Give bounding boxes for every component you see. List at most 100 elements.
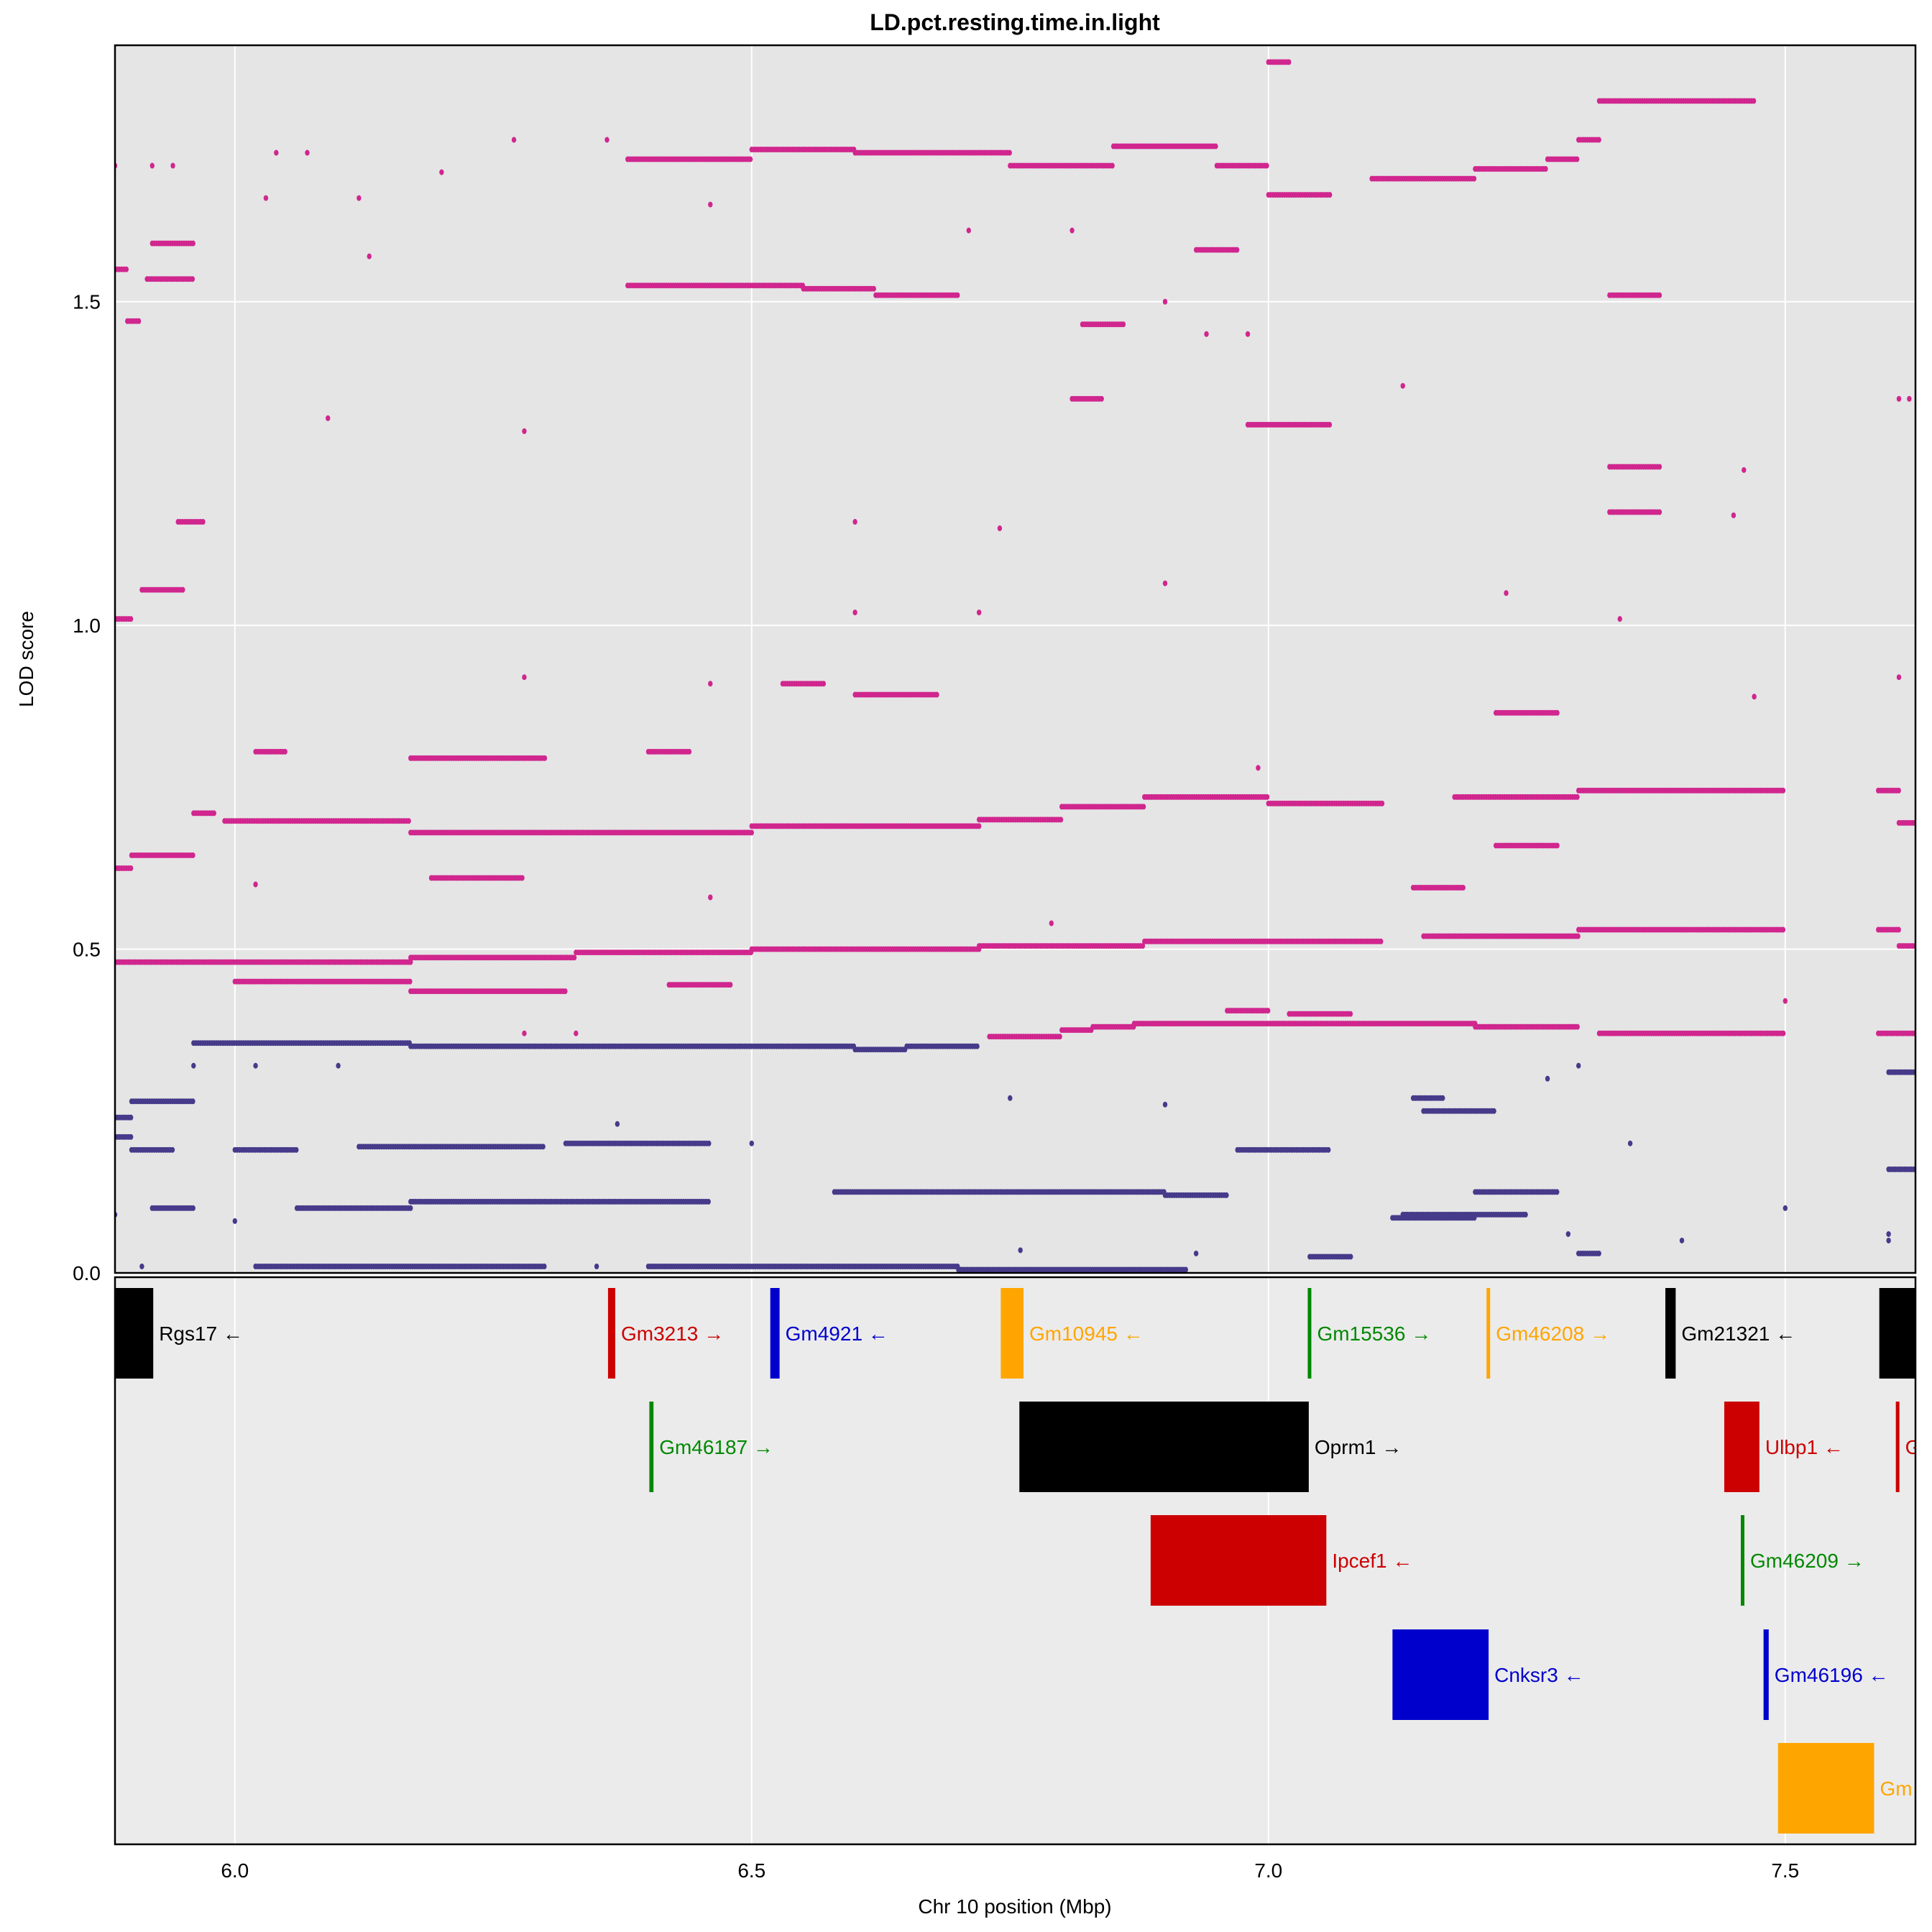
lod-point [1379,938,1384,944]
lod-run-pink [1266,800,1385,806]
lod-point [1575,794,1580,800]
lod-run-pink [1596,1030,1786,1036]
gene-label: Gm10945 ← [1029,1322,1144,1345]
lod-run-pink [1896,943,1915,949]
gene-body[interactable] [115,1288,154,1379]
lod-point [1896,395,1902,402]
lod-run-pink [191,810,216,816]
lod-run-pink [1452,794,1580,800]
lod-point [170,162,175,169]
lod-point [1070,227,1075,234]
lod-point [707,1140,712,1146]
lod-point [150,162,155,169]
lod-run-pink [1545,156,1580,162]
lod-point [1193,1250,1199,1256]
lod-point [708,894,713,901]
lod-points [115,59,1915,1273]
lod-point [1141,804,1146,810]
lod-point [1049,920,1054,926]
lod-run-pink [1421,933,1581,939]
lod-run-pink [1131,1021,1478,1027]
lod-point [190,852,196,858]
lod-run-pink [1287,1011,1353,1017]
lod-point [439,169,444,175]
lod-run-pink [1576,787,1786,794]
lod-run-pink [625,156,753,162]
gene-body[interactable] [770,1288,780,1379]
lod-run-pink [408,954,577,961]
lod-run-pink [1008,162,1115,169]
lod-point [542,755,548,761]
lod-point [976,823,982,829]
lod-run-pink [1059,1027,1094,1034]
lod-point [263,195,269,201]
lod-point [1348,1011,1353,1017]
lod-point [211,810,216,816]
lod-point [574,1030,579,1036]
lod-run-pink [115,616,134,622]
lod-point [706,1198,711,1205]
lod-point [686,748,692,755]
lod-point [1058,816,1064,823]
lod-point [1627,1140,1633,1146]
lod-run-pink [852,691,939,698]
lod-point [1099,395,1104,402]
lod-point [1555,709,1560,716]
lod-run-purple [904,1043,980,1049]
lod-point [1008,1095,1013,1101]
lod-run-purple [150,1205,196,1211]
lod-point [1523,1211,1528,1218]
lod-point [563,988,568,995]
lod-point [1543,166,1548,172]
lod-point [1657,292,1662,298]
lod-point [966,227,971,234]
lod-run-pink [144,276,196,282]
lod-point [522,674,527,681]
lod-point [180,586,185,593]
lod-point [727,982,733,988]
lod-point [232,1218,238,1224]
lod-point [1596,137,1601,143]
lod-run-pink [749,823,982,829]
lod-run-pink [1493,709,1560,716]
lod-run-pink [1080,321,1126,328]
lod-point [326,415,331,421]
lod-run-pink [1876,1030,1915,1036]
lod-point [1555,1189,1560,1195]
lod-point [1162,298,1168,305]
lod-run-purple [232,1146,299,1153]
lod-run-pink [801,285,876,292]
lod-point [201,519,206,525]
lod-run-purple [129,1146,175,1153]
lod-point [1204,331,1209,337]
lod-run-purple [408,1198,711,1205]
lod-run-purple [563,1140,712,1146]
lod-run-pink [408,988,568,995]
lod-run-purple [253,1263,547,1269]
lod-run-pink [1070,395,1104,402]
gene-body[interactable] [607,1288,615,1379]
lod-run-pink [1607,292,1662,298]
lod-point [604,137,610,143]
lod-point [1896,926,1901,933]
lod-run-purple [852,1046,908,1053]
gene-body[interactable] [1000,1288,1024,1379]
lod-point [522,1030,527,1036]
lod-point [1752,694,1757,700]
lod-run-purple [1886,1069,1915,1075]
lod-run-purple [1400,1211,1528,1218]
gene-label: Rgs17 ← [159,1322,243,1345]
lod-point [170,1146,175,1153]
lod-point [1657,509,1662,515]
lod-point [1657,464,1662,470]
lod-point [356,195,362,201]
lod-run-purple [1410,1095,1445,1101]
lod-run-pink [115,865,134,871]
lod-run-pink [1473,166,1548,172]
lod-point [1596,1250,1601,1256]
lod-run-purple [956,1266,1188,1273]
lod-point [1782,998,1788,1004]
lod-point [1751,98,1757,104]
lod-point [852,610,857,616]
